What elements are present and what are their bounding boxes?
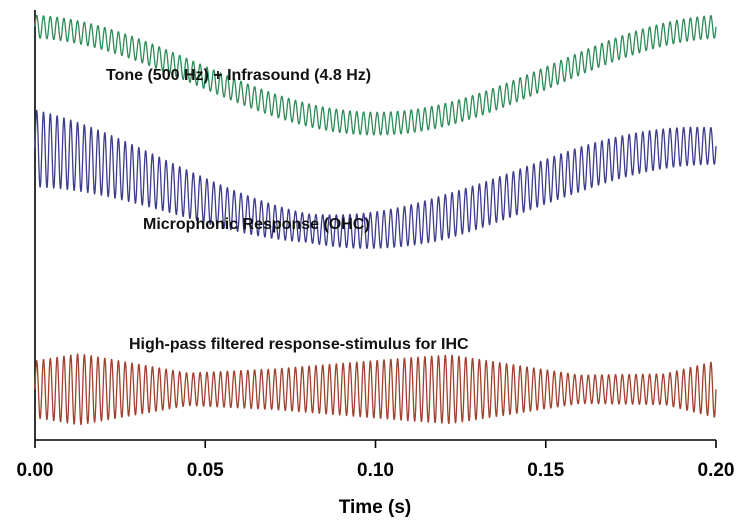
series-label-microphonic: Microphonic Response (OHC): [143, 216, 370, 233]
x-tick-label: 0.05: [187, 460, 224, 481]
x-tick-label: 0.00: [17, 460, 54, 481]
x-tick-label: 0.20: [698, 460, 735, 481]
series-trace-1: [34, 109, 717, 249]
x-tick-label: 0.15: [527, 460, 564, 481]
x-tick-label: 0.10: [357, 460, 394, 481]
series-labels: Tone (500 Hz) + Infrasound (4.8 Hz) Micr…: [106, 67, 469, 353]
x-ticks: 0.00 0.05 0.10 0.15 0.20: [17, 440, 735, 481]
traces: [34, 14, 717, 426]
series-trace-0: [34, 14, 717, 136]
series-trace-2: [34, 353, 717, 426]
series-label-highpass: High-pass filtered response-stimulus for…: [129, 336, 469, 353]
x-axis-title: Time (s): [339, 497, 412, 518]
series-label-tone: Tone (500 Hz) + Infrasound (4.8 Hz): [106, 67, 371, 84]
